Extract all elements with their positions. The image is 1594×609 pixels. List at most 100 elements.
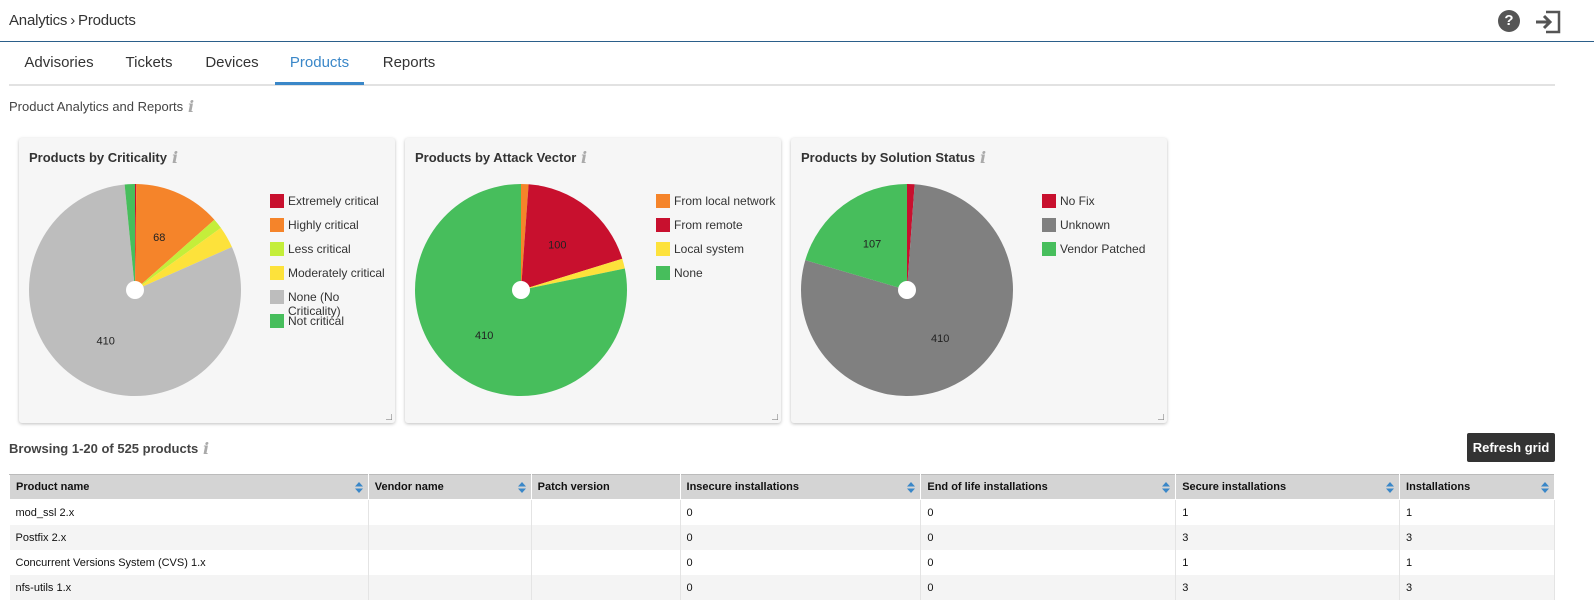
sort-icon[interactable] xyxy=(1541,482,1549,493)
legend-label: Highly critical xyxy=(288,218,359,232)
resize-handle-icon[interactable] xyxy=(1158,414,1164,420)
column-header-installations[interactable]: Installations xyxy=(1399,474,1555,500)
svg-text:i: i xyxy=(581,149,587,165)
pie-slice-highly-critical[interactable] xyxy=(135,184,215,290)
legend-item[interactable]: Less critical xyxy=(270,242,395,266)
tab-bar: Advisories Tickets Devices Products Repo… xyxy=(9,42,1555,86)
legend-item[interactable]: Vendor Patched xyxy=(1042,242,1145,266)
resize-handle-icon[interactable] xyxy=(772,414,778,420)
resize-handle-icon[interactable] xyxy=(386,414,392,420)
info-icon[interactable]: i xyxy=(187,98,197,114)
browse-status-text: Browsing 1-20 of 525 products xyxy=(9,441,199,456)
pie-slice-less-critical[interactable] xyxy=(135,219,221,290)
pie-chart[interactable]: 100 410 xyxy=(405,138,781,423)
table-row[interactable]: Concurrent Versions System (CVS) 1.x 0 0… xyxy=(9,550,1555,575)
sort-icon[interactable] xyxy=(517,482,526,493)
refresh-grid-button[interactable]: Refresh grid xyxy=(1467,433,1555,462)
table-row[interactable]: nfs-utils 1.x 0 0 3 3 xyxy=(9,575,1555,600)
chart-legend: No Fix Unknown Vendor Patched xyxy=(1042,194,1145,266)
legend-item[interactable]: Extremely critical xyxy=(270,194,395,218)
pie-chart[interactable]: 68 410 xyxy=(19,138,395,423)
pie-slice-from-remote[interactable] xyxy=(521,184,623,290)
cell-end-of-life-installations: 0 xyxy=(920,525,1177,550)
cell-installations: 3 xyxy=(1399,525,1555,550)
legend-label: Vendor Patched xyxy=(1060,242,1146,256)
pie-slice-extremely-critical[interactable] xyxy=(135,184,137,290)
tab-tickets[interactable]: Tickets xyxy=(125,54,173,71)
cell-product-name[interactable]: mod_ssl 2.x xyxy=(9,499,369,525)
logout-icon[interactable] xyxy=(1534,9,1562,35)
cell-patch-version xyxy=(531,499,681,525)
pie-slice-from-local-network[interactable] xyxy=(521,184,529,290)
column-header-end-of-life-installations[interactable]: End of life installations xyxy=(920,474,1177,500)
pie-slice-no-fix[interactable] xyxy=(907,184,915,290)
top-bar: Analytics › Products ? xyxy=(0,0,1594,42)
table-row[interactable]: Postfix 2.x 0 0 3 3 xyxy=(9,525,1555,550)
pie-data-label: 410 xyxy=(931,333,949,345)
legend-item[interactable]: Not critical xyxy=(270,314,395,338)
legend-item[interactable]: From local network xyxy=(656,194,775,218)
info-icon[interactable]: i xyxy=(202,440,212,456)
legend-swatch xyxy=(270,194,284,208)
cell-vendor-name xyxy=(368,499,532,525)
column-header-secure-installations[interactable]: Secure installations xyxy=(1175,474,1401,500)
legend-swatch xyxy=(1042,218,1056,232)
svg-text:i: i xyxy=(980,149,986,165)
legend-item[interactable]: From remote xyxy=(656,218,775,242)
cell-product-name[interactable]: Postfix 2.x xyxy=(9,525,369,550)
tab-reports[interactable]: Reports xyxy=(382,54,436,71)
pie-slice-vendor-patched[interactable] xyxy=(805,184,907,290)
info-icon[interactable]: i xyxy=(979,149,989,165)
sort-icon[interactable] xyxy=(1162,482,1171,493)
cell-product-name[interactable]: Concurrent Versions System (CVS) 1.x xyxy=(9,550,369,575)
table-row[interactable]: mod_ssl 2.x 0 0 1 1 xyxy=(9,499,1555,525)
cell-patch-version xyxy=(531,550,681,575)
column-header-label: Product name xyxy=(16,481,90,493)
legend-item[interactable]: Local system xyxy=(656,242,775,266)
column-header-vendor-name[interactable]: Vendor name xyxy=(367,474,532,500)
legend-item[interactable]: None (No Criticality) xyxy=(270,290,395,318)
pie-slice-moderately-critical[interactable] xyxy=(135,227,232,290)
cell-patch-version xyxy=(531,525,681,550)
info-icon[interactable]: i xyxy=(171,149,181,165)
column-header-insecure-installations[interactable]: Insecure installations xyxy=(679,474,922,500)
cell-product-name[interactable]: nfs-utils 1.x xyxy=(9,575,369,600)
pie-chart[interactable]: 410 107 xyxy=(791,138,1167,423)
tab-products[interactable]: Products xyxy=(275,42,364,85)
column-header-label: Patch version xyxy=(537,481,610,493)
legend-label: Local system xyxy=(674,242,745,256)
legend-item[interactable]: Unknown xyxy=(1042,218,1145,242)
help-icon[interactable]: ? xyxy=(1498,10,1520,32)
cell-vendor-name xyxy=(368,575,532,600)
sort-icon[interactable] xyxy=(907,482,916,493)
cell-insecure-installations: 0 xyxy=(680,550,922,575)
column-header-patch-version[interactable]: Patch version xyxy=(530,474,681,500)
svg-text:i: i xyxy=(188,98,194,114)
section-title-text: Product Analytics and Reports xyxy=(9,99,184,114)
pie-slice-not-critical[interactable] xyxy=(124,184,135,290)
pie-slice-local-system[interactable] xyxy=(521,258,625,290)
breadcrumb-root[interactable]: Analytics xyxy=(9,12,68,29)
legend-item[interactable]: None xyxy=(656,266,775,290)
svg-text:i: i xyxy=(172,149,178,165)
legend-swatch xyxy=(270,218,284,232)
browse-status: Browsing 1-20 of 525 products i xyxy=(9,440,212,456)
column-header-label: Secure installations xyxy=(1182,481,1287,493)
tab-devices[interactable]: Devices xyxy=(205,54,259,71)
cell-secure-installations: 3 xyxy=(1175,575,1401,600)
tab-advisories[interactable]: Advisories xyxy=(24,54,94,71)
legend-item[interactable]: Highly critical xyxy=(270,218,395,242)
sort-icon[interactable] xyxy=(1386,482,1395,493)
info-icon[interactable]: i xyxy=(580,149,590,165)
chart-title: Products by Solution Status i xyxy=(801,149,989,165)
breadcrumb-current: Products xyxy=(78,12,136,29)
cell-insecure-installations: 0 xyxy=(680,499,922,525)
legend-item[interactable]: No Fix xyxy=(1042,194,1145,218)
sort-icon[interactable] xyxy=(354,482,363,493)
legend-item[interactable]: Moderately critical xyxy=(270,266,395,290)
chart-card-criticality: Products by Criticality i 68 410 Extremely… xyxy=(19,138,395,423)
legend-swatch xyxy=(656,218,670,232)
column-header-product-name[interactable]: Product name xyxy=(9,474,369,500)
legend-label: Extremely critical xyxy=(288,194,379,208)
pie-data-label: 68 xyxy=(153,232,165,244)
